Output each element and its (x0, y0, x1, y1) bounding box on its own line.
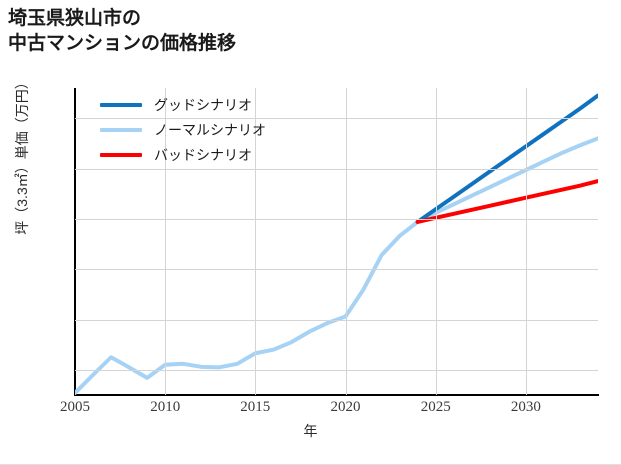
gridline-horizontal (75, 269, 598, 271)
x-axis-line (74, 394, 599, 396)
legend-label-good: グッドシナリオ (154, 96, 252, 113)
x-tick-label: 2015 (240, 399, 271, 415)
series-line-good (415, 93, 598, 224)
gridline-vertical (165, 88, 167, 395)
chart-legend: グッドシナリオ ノーマルシナリオ バッドシナリオ (100, 92, 310, 167)
y-axis-line (74, 88, 76, 396)
gridline-vertical (435, 88, 437, 395)
chart-title-line-1: 埼玉県狭山市の (8, 8, 142, 29)
x-tick-label: 2030 (510, 399, 541, 415)
gridline-horizontal (75, 168, 598, 170)
gridline-vertical (525, 88, 527, 395)
legend-label-bad: バッドシナリオ (154, 146, 252, 163)
series-line-normal (75, 136, 598, 395)
y-axis-label: 坪（3.3㎡）単価（万円） (14, 75, 30, 235)
gridline-horizontal (75, 319, 598, 321)
legend-swatch-normal (100, 127, 142, 132)
chart-title: 埼玉県狭山市の 中古マンションの価格推移 (8, 6, 568, 56)
legend-item-good[interactable]: グッドシナリオ (100, 92, 310, 117)
x-tick-label: 2020 (330, 399, 361, 415)
x-tick-label: 2005 (60, 399, 90, 415)
plot-area (75, 88, 598, 395)
x-axis-label: 年 (303, 423, 318, 439)
series-line-bad (415, 179, 598, 224)
x-tick-label: 2010 (150, 399, 181, 415)
x-tick-label: 2025 (420, 399, 451, 415)
legend-item-bad[interactable]: バッドシナリオ (100, 142, 310, 167)
gridline-vertical (255, 88, 257, 395)
chart-title-line-2: 中古マンションの価格推移 (8, 33, 237, 54)
gridline-horizontal (75, 118, 598, 120)
legend-item-normal[interactable]: ノーマルシナリオ (100, 117, 310, 142)
legend-label-normal: ノーマルシナリオ (154, 121, 266, 138)
gridline-vertical (345, 88, 347, 395)
gridline-horizontal (75, 218, 598, 220)
gridline-horizontal (75, 369, 598, 371)
legend-swatch-bad (100, 152, 142, 157)
legend-swatch-good (100, 102, 142, 107)
